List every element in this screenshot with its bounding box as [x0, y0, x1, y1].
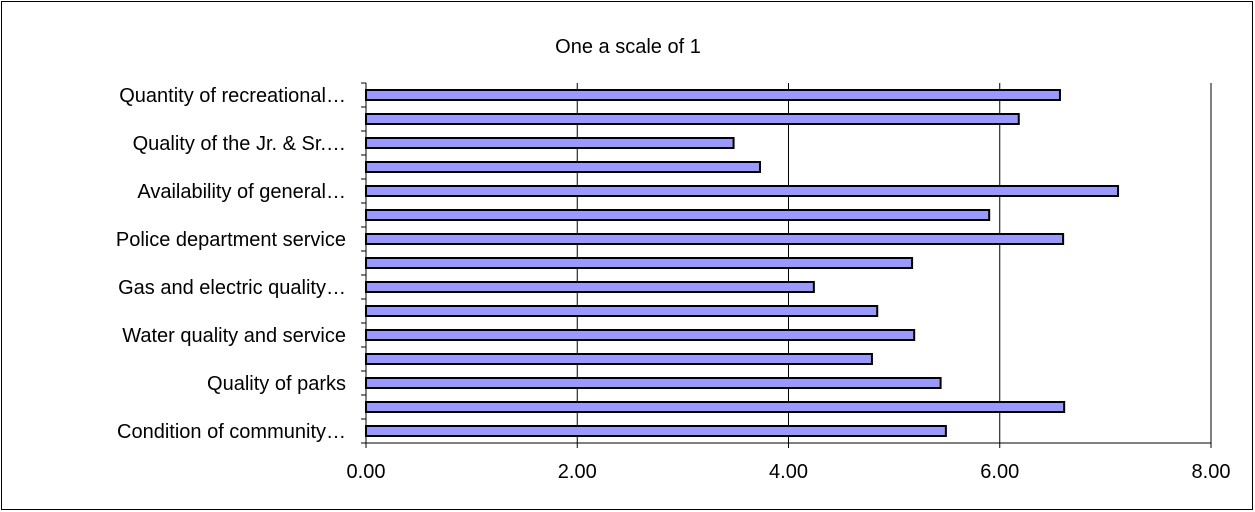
chart-title: One a scale of 1 [555, 36, 701, 58]
bar [365, 257, 914, 269]
bar [365, 329, 916, 341]
category-label: Water quality and service [122, 325, 346, 347]
bar [365, 89, 1061, 101]
bar [365, 161, 761, 173]
category-label: Police department service [116, 229, 346, 251]
x-tick-label: 8.00 [1192, 461, 1231, 483]
bar [365, 209, 991, 221]
bar [365, 113, 1020, 125]
category-label: Gas and electric quality… [118, 277, 346, 299]
x-tick-label: 6.00 [980, 461, 1019, 483]
x-tick-label: 0.00 [347, 461, 386, 483]
bar [365, 233, 1065, 245]
category-label: Quantity of recreational… [119, 85, 346, 107]
x-tick-label: 2.00 [558, 461, 597, 483]
bar [365, 281, 815, 293]
bar [365, 377, 942, 389]
bar [365, 401, 1066, 413]
bar [365, 425, 947, 437]
category-label: Availability of general… [137, 181, 346, 203]
bar [365, 305, 879, 317]
category-label: Quality of parks [207, 373, 346, 395]
bar [365, 137, 735, 149]
x-tick-label: 4.00 [769, 461, 808, 483]
category-label: Quality of the Jr. & Sr.… [133, 133, 346, 155]
bar [365, 185, 1120, 197]
bar [365, 353, 873, 365]
category-label: Condition of community… [117, 421, 346, 443]
